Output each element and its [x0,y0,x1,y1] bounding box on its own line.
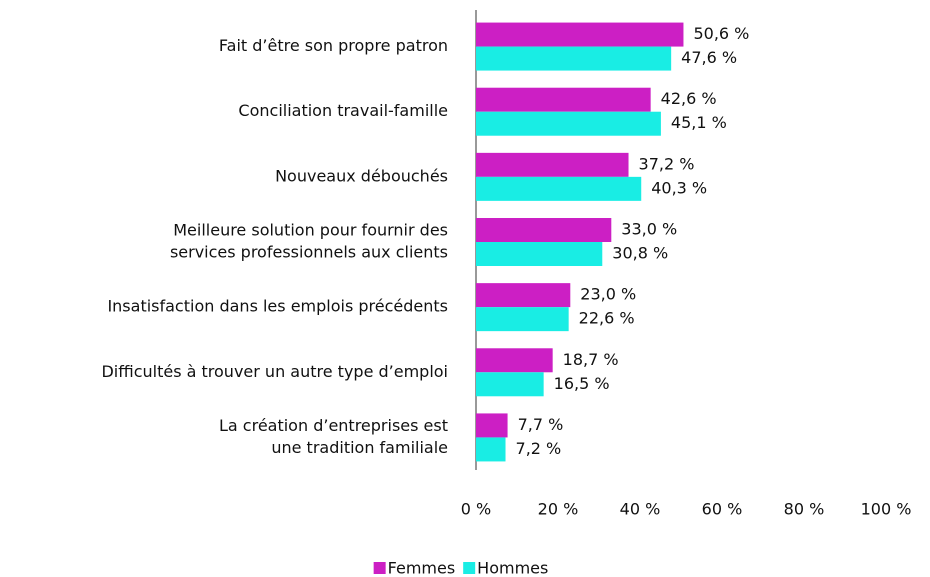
bar [476,348,553,373]
legend-label: Femmes [388,559,456,577]
value-label: 18,7 % [563,350,619,369]
bar [476,22,684,47]
y-tick-label: La création d’entreprises est [219,416,448,435]
x-tick-label: 0 % [461,500,491,519]
bar [476,413,508,438]
x-tick-label: 60 % [702,500,743,519]
y-tick-label: une tradition familiale [271,438,448,457]
value-label: 47,6 % [681,48,737,67]
x-tick-label: 100 % [861,500,912,519]
bar [476,152,629,177]
legend-swatch [373,562,386,574]
value-label: 22,6 % [579,309,635,328]
bar [476,87,651,112]
value-label: 42,6 % [661,89,717,108]
bar [476,283,571,308]
y-tick-label: services professionnels aux clients [170,243,448,262]
value-label: 33,0 % [621,220,677,239]
bar [476,218,612,242]
bar [476,111,661,136]
y-tick-label: Meilleure solution pour fournir des [173,221,448,240]
legend-swatch [463,562,476,574]
value-label: 7,7 % [518,415,564,434]
bar [476,46,672,71]
value-label: 7,2 % [516,439,562,458]
x-tick-label: 80 % [784,500,825,519]
value-label: 37,2 % [639,154,695,173]
x-tick-label: 40 % [620,500,661,519]
y-tick-label: Fait d’être son propre patron [219,36,448,55]
x-tick-label: 20 % [538,500,579,519]
y-tick-label: Conciliation travail-famille [238,101,448,120]
bar [476,242,603,266]
legend-label: Hommes [477,559,548,577]
bar [476,437,506,462]
bar [476,372,544,397]
value-label: 30,8 % [612,244,668,263]
value-label: 50,6 % [693,24,749,43]
value-label: 23,0 % [580,285,636,304]
bar [476,307,569,332]
value-label: 16,5 % [554,374,610,393]
y-tick-label: Insatisfaction dans les emplois précéden… [107,297,448,316]
bar [476,176,642,201]
value-label: 40,3 % [651,178,707,197]
y-tick-label: Difficultés à trouver un autre type d’em… [101,362,448,381]
value-label: 45,1 % [671,113,727,132]
y-tick-label: Nouveaux débouchés [275,166,448,185]
